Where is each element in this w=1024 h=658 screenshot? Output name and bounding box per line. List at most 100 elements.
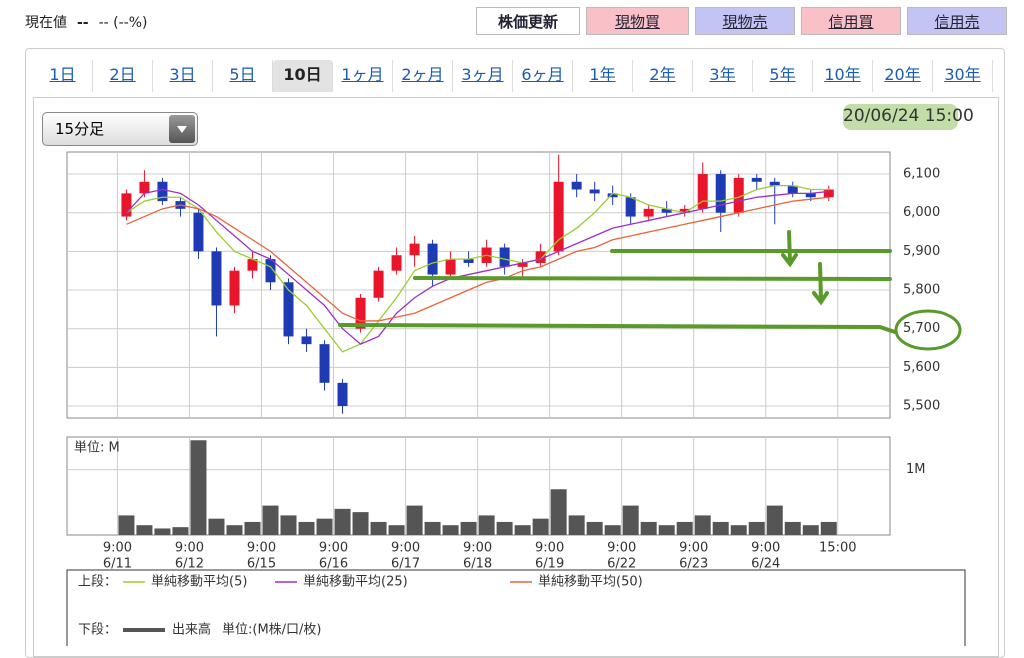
y-tick-label: 5,700 [903,321,940,336]
x-tick-label: 9:00 [247,541,276,556]
stamp-time: 15:00 [924,106,974,126]
volume-bar [658,525,675,535]
action-button[interactable]: 現物売 [695,7,795,35]
action-button[interactable]: 株価更新 [476,7,580,35]
candle-body [607,193,618,198]
period-tab[interactable]: 3ヶ月 [453,60,513,92]
period-tab[interactable]: 1ヶ月 [333,60,393,92]
period-tab[interactable]: 20年 [873,60,933,92]
x-tick-label: 9:00 [391,541,420,556]
candle-body [589,189,600,194]
x-tick-date: 6/19 [535,557,564,572]
candle-body [427,243,438,275]
candle-body [355,297,366,329]
period-tab[interactable]: 2ヶ月 [393,60,453,92]
period-tab[interactable]: 30年 [933,60,993,92]
action-button[interactable]: 信用買 [801,7,901,35]
x-tick-date: 6/18 [463,557,492,572]
candle-body [247,259,258,271]
volume-bar [352,512,369,535]
volume-bar [172,527,189,535]
period-tab[interactable]: 1日 [33,60,93,92]
candle-body [751,177,762,182]
candle-body [643,208,654,217]
unit-label: 単位: M [74,440,120,456]
candle-body [391,255,402,271]
volume-bar [208,518,225,535]
y-tick-label: 5,800 [903,283,940,298]
volume-bar [514,525,531,535]
candle-body [193,212,204,252]
legend-text: 単位:(M株/口/枚) [222,622,322,638]
candle-body [715,174,726,213]
annot-arrow [812,262,829,306]
x-tick-date: 6/22 [607,557,636,572]
annot-line [338,323,897,334]
volume-bar [334,508,351,535]
action-button[interactable]: 信用売 [907,7,1007,35]
candle-body [679,208,690,213]
volume-bar [262,505,279,535]
candle-body [823,189,834,198]
volume-bar [316,518,333,535]
period-tab[interactable]: 5日 [213,60,273,92]
candle-body [571,181,582,190]
volume-bar [748,521,765,535]
candle-body [265,259,276,283]
x-tick-label: 9:00 [679,541,708,556]
annotations [338,230,962,351]
volume-bar [586,521,603,535]
price-frame [66,151,891,419]
period-tab[interactable]: 10年 [813,60,873,92]
volume-bar [730,525,747,535]
candle-body [139,181,150,194]
candle-body [769,181,780,186]
action-button[interactable]: 現物買 [586,7,689,35]
period-tab[interactable]: 3年 [693,60,753,92]
period-tab[interactable]: 10日 [273,60,333,92]
period-tab[interactable]: 6ヶ月 [513,60,573,92]
price-label: 現在値 [25,15,67,31]
interval-select[interactable]: 15分足 [42,112,198,146]
volume-bar [640,521,657,535]
candle-body [301,336,312,345]
highlight [843,104,958,130]
annot-circle [894,309,962,351]
y-tick-label: 5,500 [903,399,940,414]
period-tab[interactable]: 2日 [93,60,153,92]
candle-body [517,262,528,267]
legend-text: 単純移動平均(50) [538,574,643,590]
candle-body [499,247,510,267]
volume-bar [478,515,495,535]
candle-body [319,344,330,383]
candle-body [553,181,564,252]
period-tab[interactable]: 5年 [753,60,813,92]
candle-body [409,243,420,256]
volume-bar [136,525,153,535]
candle-body [463,259,474,263]
y-tick-label: 5,600 [903,360,940,375]
period-tab[interactable]: 2年 [633,60,693,92]
period-tab[interactable]: 1年 [573,60,633,92]
candle-body [337,382,348,407]
candle-body [697,174,708,209]
button-bar: 株価更新 現物買 現物売 信用買 信用売 [476,7,1007,35]
volume-bar [568,515,585,535]
y-tick-label: 1M [906,462,926,477]
x-tick-label: 9:00 [463,541,492,556]
legend-text: 単純移動平均(25) [303,574,408,590]
change: -- (--%) [98,15,148,31]
candle-body [661,208,672,213]
x-tick-label: 9:00 [751,541,780,556]
candle-body [373,270,384,298]
candle-body [211,251,222,306]
period-tab[interactable]: 3日 [153,60,213,92]
x-tick-date: 6/16 [319,557,348,572]
volume-bar [712,521,729,535]
candle-body [733,177,744,213]
volume-bar [460,521,477,535]
volume-bar [244,521,261,535]
volume-bar [766,505,783,535]
candle-body [805,193,816,198]
